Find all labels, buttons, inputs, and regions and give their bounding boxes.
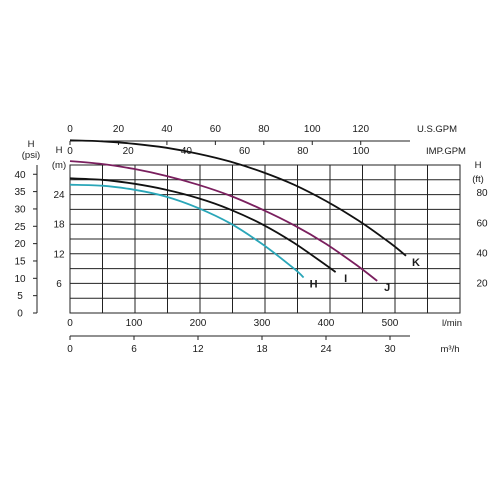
head-ft-axis: H (ft) 20 40 60 80 — [472, 160, 488, 289]
head-psi-axis-unit: (psi) — [22, 150, 40, 161]
head-m-tick-label: 18 — [53, 220, 65, 231]
usgpm-tick-labels: 0 20 40 60 80 100 120 — [67, 124, 369, 145]
curve-label-j: J — [384, 282, 390, 294]
curve-labels: H I J K — [310, 257, 420, 294]
impgpm-axis: 0 20 40 60 80 100 IMP.GPM — [67, 146, 466, 157]
m3h-tick-label: 0 — [67, 344, 73, 355]
usgpm-tick-label: 80 — [258, 124, 270, 135]
lmin-tick-label: 200 — [190, 318, 207, 329]
lmin-tick-label: 100 — [126, 318, 143, 329]
usgpm-axis: 0 20 40 60 80 100 120 U.S.GPM — [67, 124, 457, 145]
head-m-axis-title: H — [56, 145, 63, 156]
head-m-tick-label: 24 — [53, 190, 65, 201]
curve-h — [69, 183, 305, 279]
m3h-tick-label: 12 — [192, 344, 204, 355]
lmin-tick-label: 300 — [254, 318, 271, 329]
lmin-tick-labels: 0 100 200 300 400 500 — [67, 318, 399, 329]
usgpm-tick-label: 100 — [304, 124, 321, 135]
usgpm-tick-label: 40 — [161, 124, 173, 135]
head-psi-tick-label: 40 — [14, 170, 26, 181]
head-ft-tick-labels: 20 40 60 80 — [476, 188, 488, 289]
curve-label-i: I — [344, 273, 347, 285]
head-m-tick-label: 6 — [56, 279, 62, 290]
head-psi-tick-label: 25 — [14, 222, 26, 233]
head-psi-tick-label: 10 — [14, 274, 26, 285]
usgpm-tick-label: 20 — [113, 124, 125, 135]
usgpm-tick-label: 0 — [67, 124, 73, 135]
m3h-tick-label: 24 — [320, 344, 332, 355]
head-ft-tick-label: 60 — [476, 218, 488, 229]
curve-i — [69, 177, 337, 273]
lmin-tick-label: 0 — [67, 318, 73, 329]
lmin-tick-label: 500 — [382, 318, 399, 329]
head-psi-tick-label: 15 — [14, 256, 26, 267]
head-ft-tick-label: 80 — [476, 188, 488, 199]
impgpm-tick-label: 80 — [297, 146, 309, 157]
usgpm-tick-label: 120 — [352, 124, 369, 135]
impgpm-tick-label: 0 — [67, 146, 73, 157]
head-psi-tick-label: 5 — [17, 291, 23, 302]
usgpm-tick-label: 60 — [210, 124, 222, 135]
head-ft-axis-unit: (ft) — [472, 174, 484, 185]
m3h-unit-label: m³/h — [441, 344, 460, 355]
head-psi-tick-labels: 0 5 10 15 20 25 30 35 40 — [14, 170, 37, 320]
pump-curves — [69, 139, 407, 282]
lmin-axis: 0 100 200 300 400 500 l/min — [67, 318, 462, 329]
curve-label-h: H — [310, 278, 318, 290]
head-m-tick-label: 12 — [53, 249, 65, 260]
head-ft-tick-label: 20 — [476, 278, 488, 289]
m3h-tick-label: 6 — [131, 344, 137, 355]
head-psi-tick-label: 20 — [14, 239, 26, 250]
m3h-axis: 0 6 12 18 24 30 m³/h — [67, 335, 460, 355]
head-m-axis: H (m) 6 12 18 24 — [52, 145, 66, 290]
m3h-tick-label: 30 — [384, 344, 396, 355]
head-ft-tick-label: 40 — [476, 248, 488, 259]
head-ft-axis-title: H — [475, 160, 482, 171]
head-m-axis-unit: (m) — [52, 160, 66, 171]
impgpm-unit-label: IMP.GPM — [426, 146, 466, 157]
head-psi-axis-title: H — [28, 139, 35, 150]
head-m-tick-labels: 6 12 18 24 — [53, 190, 65, 290]
impgpm-tick-label: 60 — [239, 146, 251, 157]
curve-label-k: K — [412, 257, 420, 269]
impgpm-tick-label: 100 — [353, 146, 370, 157]
lmin-tick-label: 400 — [318, 318, 335, 329]
curve-j — [69, 160, 378, 282]
m3h-tick-labels: 0 6 12 18 24 30 — [67, 336, 396, 355]
curve-k — [69, 139, 407, 257]
head-psi-tick-label: 0 — [17, 309, 23, 320]
head-psi-tick-label: 35 — [14, 187, 26, 198]
chart-grid — [69, 164, 461, 314]
head-psi-tick-label: 30 — [14, 204, 26, 215]
lmin-unit-label: l/min — [442, 318, 462, 329]
impgpm-tick-labels: 0 20 40 60 80 100 — [67, 146, 370, 157]
impgpm-tick-label: 20 — [123, 146, 135, 157]
m3h-tick-label: 18 — [256, 344, 268, 355]
usgpm-unit-label: U.S.GPM — [417, 124, 457, 135]
head-psi-axis: H (psi) 0 5 10 15 20 25 30 35 40 — [14, 139, 40, 320]
